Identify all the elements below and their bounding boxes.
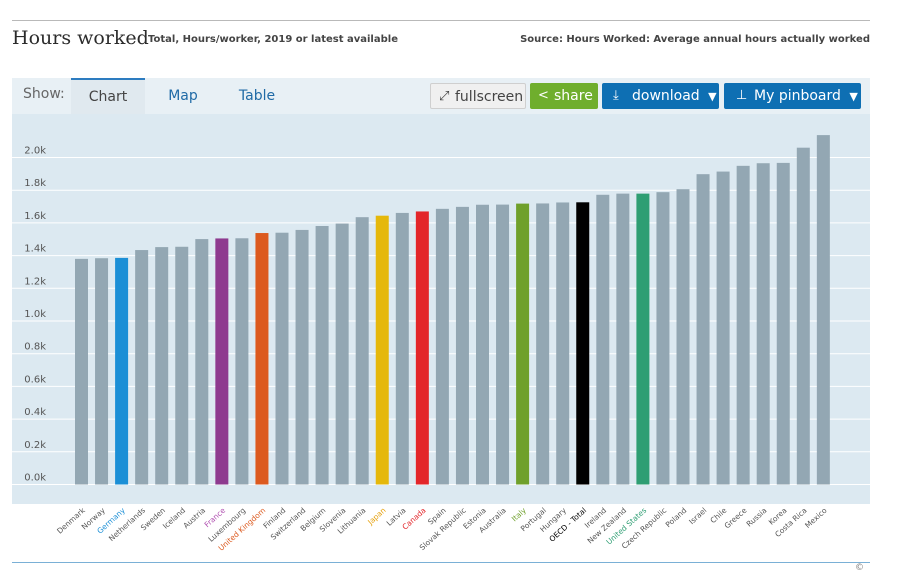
bar-mexico[interactable] xyxy=(816,135,830,485)
bar-italy[interactable] xyxy=(516,203,530,485)
y-tick-label: 0.4k xyxy=(24,407,46,418)
bar-australia[interactable] xyxy=(496,204,510,485)
bar-denmark[interactable] xyxy=(75,258,88,485)
bar-greece[interactable] xyxy=(736,165,750,485)
bar-united-kingdom[interactable] xyxy=(255,233,269,485)
y-tick-label: 0.6k xyxy=(24,374,46,385)
bar-estonia[interactable] xyxy=(476,204,489,485)
download-button[interactable]: ⤓ download ▼ xyxy=(602,83,719,109)
x-tick-label: Poland xyxy=(664,506,689,530)
bar-spain[interactable] xyxy=(435,208,449,485)
download-label: download xyxy=(632,88,700,104)
bar-japan[interactable] xyxy=(375,215,389,485)
bar-chile[interactable] xyxy=(716,171,730,485)
fullscreen-button[interactable]: ⤢ fullscreen xyxy=(430,83,526,109)
fullscreen-icon: ⤢ xyxy=(439,89,450,104)
indicator-subtitle: Total, Hours/worker, 2019 or latest avai… xyxy=(148,34,398,45)
share-label: share xyxy=(554,88,593,104)
bar-ireland[interactable] xyxy=(596,194,610,485)
view-toolbar: Show: Chart Map Table ⤢ fullscreen < sha… xyxy=(12,78,870,114)
pinboard-button[interactable]: ⊥ My pinboard ▼ xyxy=(724,83,861,109)
bar-iceland[interactable] xyxy=(175,246,189,485)
bar-germany[interactable] xyxy=(115,257,129,485)
show-label: Show: xyxy=(23,86,65,102)
bar-new-zealand[interactable] xyxy=(616,193,630,485)
y-tick-label: 0.2k xyxy=(24,440,46,451)
bar-korea[interactable] xyxy=(776,162,790,485)
y-tick-label: 1.8k xyxy=(24,178,46,189)
bar-lithuania[interactable] xyxy=(355,217,369,485)
bar-slovenia[interactable] xyxy=(335,223,349,485)
bar-norway[interactable] xyxy=(95,258,109,485)
bar-canada[interactable] xyxy=(415,211,429,485)
y-tick-label: 1.6k xyxy=(24,211,46,222)
bar-slovak-republic[interactable] xyxy=(455,206,469,485)
x-tick-label: Greece xyxy=(723,506,749,531)
footer-rule xyxy=(12,562,870,563)
page-title: Hours worked xyxy=(12,27,149,49)
bar-luxembourg[interactable] xyxy=(235,238,249,485)
bar-finland[interactable] xyxy=(275,232,289,485)
source-note: Source: Hours Worked: Average annual hou… xyxy=(520,34,870,45)
x-tick-label: Japan xyxy=(365,506,387,528)
bar-portugal[interactable] xyxy=(536,203,550,485)
bar-austria[interactable] xyxy=(195,239,209,485)
x-tick-label: Israel xyxy=(687,506,708,526)
bar-costa-rica[interactable] xyxy=(796,147,810,485)
x-tick-label: Denmark xyxy=(55,505,87,535)
fullscreen-label: fullscreen xyxy=(455,89,524,105)
chevron-down-icon: ▼ xyxy=(849,90,858,103)
share-button[interactable]: < share xyxy=(530,83,598,109)
bar-france[interactable] xyxy=(215,238,229,485)
y-tick-label: 2.0k xyxy=(24,146,46,157)
bar-sweden[interactable] xyxy=(155,247,169,485)
y-tick-label: 1.2k xyxy=(24,276,46,287)
bar-israel[interactable] xyxy=(696,174,710,485)
copyright-mark: © xyxy=(855,563,864,573)
bar-united-states[interactable] xyxy=(636,193,650,485)
y-tick-label: 0.0k xyxy=(24,473,46,484)
bar-poland[interactable] xyxy=(676,189,690,485)
bar-russia[interactable] xyxy=(756,163,770,485)
bar-latvia[interactable] xyxy=(395,212,409,485)
chevron-down-icon: ▼ xyxy=(708,90,717,103)
bar-netherlands[interactable] xyxy=(135,250,149,485)
x-tick-label: Russia xyxy=(745,506,769,529)
tab-chart[interactable]: Chart xyxy=(71,78,145,114)
y-tick-label: 1.4k xyxy=(24,244,46,255)
pinboard-label: My pinboard xyxy=(754,88,841,104)
header-rule xyxy=(12,20,870,21)
tab-map[interactable]: Map xyxy=(168,88,198,104)
pin-icon: ⊥ xyxy=(736,88,748,103)
y-tick-label: 0.8k xyxy=(24,342,46,353)
bar-oecd-total[interactable] xyxy=(576,202,590,485)
x-tick-label: Austria xyxy=(181,506,207,530)
bar-switzerland[interactable] xyxy=(295,229,309,485)
tab-table[interactable]: Table xyxy=(238,88,276,104)
bar-belgium[interactable] xyxy=(315,226,329,485)
bar-czech-republic[interactable] xyxy=(656,192,670,485)
download-icon: ⤓ xyxy=(613,88,619,103)
x-tick-label: Mexico xyxy=(803,506,829,530)
y-tick-label: 1.0k xyxy=(24,309,46,320)
bar-hungary[interactable] xyxy=(556,202,570,485)
share-icon: < xyxy=(538,88,549,103)
